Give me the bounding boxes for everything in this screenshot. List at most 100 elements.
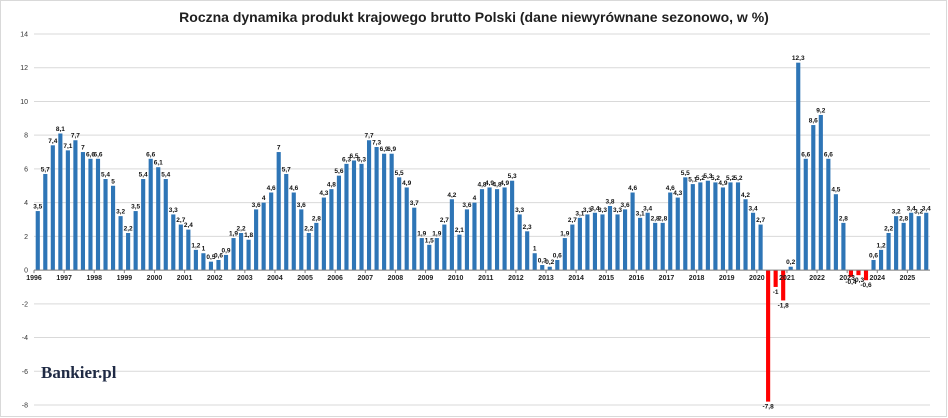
bar <box>397 177 402 271</box>
bar <box>178 224 183 271</box>
bar <box>494 189 500 271</box>
data-label: 2,4 <box>184 222 193 229</box>
data-label: 5,2 <box>733 175 742 182</box>
x-tick-label: 2009 <box>418 275 434 282</box>
data-label: 1,9 <box>560 231 569 238</box>
data-label: 4,6 <box>628 185 637 192</box>
data-label: 2,7 <box>568 217 577 224</box>
data-label: 1,9 <box>417 231 426 238</box>
bar <box>645 212 650 271</box>
x-tick-label: 2015 <box>598 275 614 282</box>
bar <box>622 209 628 271</box>
bar <box>366 140 372 271</box>
data-label: 4 <box>473 195 477 202</box>
bar <box>841 222 846 271</box>
bar <box>863 270 869 281</box>
data-label: 3,3 <box>613 207 622 214</box>
data-labels: 3,55,77,48,17,17,776,66,65,453,22,23,55,… <box>33 55 931 410</box>
bar <box>269 192 274 271</box>
data-label: 2,8 <box>839 215 848 222</box>
data-label: 0,6 <box>553 252 562 259</box>
bars <box>35 62 929 402</box>
data-label: 3,3 <box>515 207 524 214</box>
bar <box>344 163 349 271</box>
y-tick-label: 14 <box>20 32 28 39</box>
bar <box>412 207 417 271</box>
data-label: 5 <box>111 178 115 185</box>
x-tick-label: 2004 <box>267 275 283 282</box>
data-label: 5,5 <box>395 170 404 177</box>
data-label: 6,6 <box>93 151 102 158</box>
bar <box>103 179 108 271</box>
data-label: 8,1 <box>56 126 65 133</box>
x-tick-label: 2003 <box>237 275 253 282</box>
y-tick-label: -8 <box>22 403 28 410</box>
bar <box>577 217 582 271</box>
data-label: 2,8 <box>658 215 667 222</box>
x-tick-label: 1996 <box>26 275 42 282</box>
data-label: 3,2 <box>892 209 901 216</box>
bar <box>464 209 470 271</box>
data-label: 6,6 <box>86 151 95 158</box>
data-label: 0,6 <box>869 252 878 259</box>
x-tick-label: 1999 <box>117 275 133 282</box>
bar <box>110 185 116 271</box>
data-label: 0,5 <box>206 254 215 261</box>
bar <box>909 212 914 271</box>
data-label: -0,6 <box>860 282 872 289</box>
x-tick-label: 2006 <box>327 275 343 282</box>
bar <box>856 270 861 276</box>
data-label: 5,2 <box>726 175 735 182</box>
bar <box>88 158 93 271</box>
bar <box>50 145 55 271</box>
bar <box>713 182 718 271</box>
bar <box>118 216 123 271</box>
x-tick-label: 2025 <box>900 275 916 282</box>
data-label: 5,4 <box>139 172 148 179</box>
bar <box>607 206 613 271</box>
data-label: 2,7 <box>176 217 185 224</box>
y-tick-label: -2 <box>22 301 28 308</box>
x-tick-label: 2000 <box>147 275 163 282</box>
data-label: 0,9 <box>221 247 230 254</box>
x-tick-label: 1997 <box>56 275 72 282</box>
data-label: 5,7 <box>282 166 291 173</box>
data-label: 4,3 <box>673 190 682 197</box>
bar <box>653 222 658 271</box>
bar <box>570 224 575 271</box>
data-label: 2,8 <box>899 215 908 222</box>
data-label: 1,9 <box>229 231 238 238</box>
data-label: 7,7 <box>365 133 374 140</box>
data-label: 3,4 <box>749 205 758 212</box>
data-label: 3,4 <box>907 205 916 212</box>
bar <box>668 192 673 271</box>
bar <box>163 179 168 271</box>
data-label: 2,2 <box>304 225 313 232</box>
data-label: -1 <box>773 289 779 296</box>
bar <box>540 265 545 271</box>
bar <box>848 270 854 277</box>
bar <box>720 187 726 271</box>
bar <box>705 180 710 271</box>
bar <box>374 146 379 271</box>
data-label: 2,1 <box>455 227 464 234</box>
data-label: -0,3 <box>853 277 865 284</box>
data-label: 2,7 <box>756 217 765 224</box>
x-tick-label: 2008 <box>388 275 404 282</box>
bar <box>35 211 40 271</box>
bar <box>833 194 838 271</box>
bar <box>141 179 146 271</box>
bar <box>766 270 771 402</box>
bar <box>592 212 598 271</box>
data-label: 4 <box>262 195 266 202</box>
data-label: 4,2 <box>447 192 456 199</box>
bar <box>615 214 620 271</box>
y-tick-label: 4 <box>24 200 28 207</box>
x-tick-label: 2024 <box>870 275 886 282</box>
y-tick-label: 8 <box>24 133 28 140</box>
data-label: 3,6 <box>297 202 306 209</box>
bar <box>276 152 281 271</box>
data-label: 3,6 <box>252 202 261 209</box>
data-label: 3,6 <box>462 202 471 209</box>
